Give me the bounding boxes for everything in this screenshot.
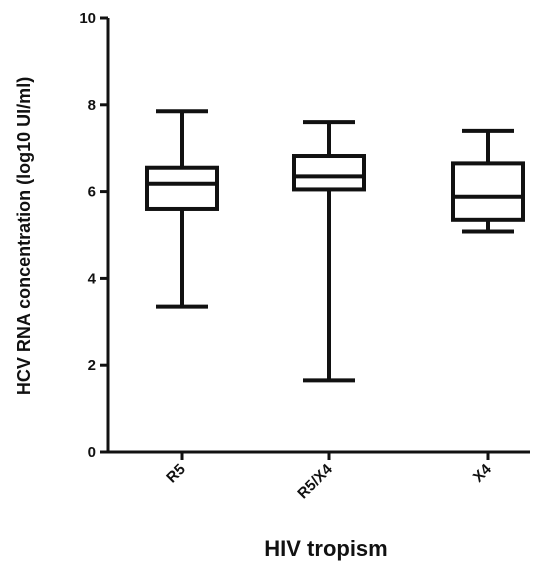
y-tick-label: 6 <box>88 184 96 201</box>
y-tick-label: 4 <box>88 270 97 287</box>
box-x4 <box>451 161 525 222</box>
y-tick-label: 2 <box>88 357 96 374</box>
box-r5 <box>145 165 219 211</box>
x-tick-label: R5/X4 <box>294 460 336 502</box>
box-r5-x4 <box>292 154 366 192</box>
y-tick-label: 0 <box>88 444 96 461</box>
y-axis-title: HCV RNA concentration (log10 UI/ml) <box>14 77 34 395</box>
plot-area: 0 2 4 6 8 10 R5 R5/X4 X4 <box>79 10 530 502</box>
x-tick-label: R5 <box>163 461 189 487</box>
x-tick-label: X4 <box>470 460 495 485</box>
y-tick-label: 10 <box>79 10 96 27</box>
y-tick-label: 8 <box>88 97 96 114</box>
x-axis-title: HIV tropism <box>264 536 387 561</box>
